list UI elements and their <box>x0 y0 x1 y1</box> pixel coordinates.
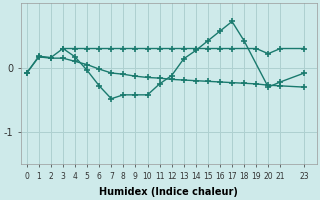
X-axis label: Humidex (Indice chaleur): Humidex (Indice chaleur) <box>99 187 238 197</box>
